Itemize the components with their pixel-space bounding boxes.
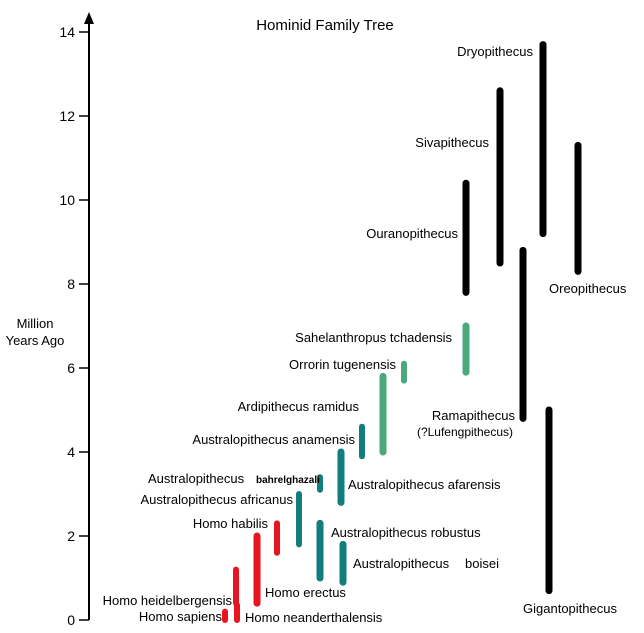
taxon-label-ouranopithecus: Ouranopithecus <box>366 226 458 241</box>
y-axis-arrow <box>84 12 94 24</box>
y-tick-label: 10 <box>59 192 75 208</box>
y-tick-label: 2 <box>67 528 75 544</box>
taxon-label-australopithecus-robustus: Australopithecus robustus <box>331 525 481 540</box>
taxon-bars <box>222 41 582 623</box>
y-tick-label: 8 <box>67 276 75 292</box>
taxon-label-part2-australopithecus-bahrelghazali: bahrelghazali <box>256 475 320 486</box>
y-tick-label: 4 <box>67 444 75 460</box>
taxon-label-ramapithecus: Ramapithecus <box>432 408 516 423</box>
y-tick-label: 12 <box>59 108 75 124</box>
taxon-labels: Homo sapiens Homo neanderthalensis Homo he… <box>103 44 627 625</box>
y-axis-label-line2: Years Ago <box>6 333 65 348</box>
y-tick-label: 6 <box>67 360 75 376</box>
taxon-label-homo-neanderthalensis: Homo neanderthalensis <box>245 610 383 625</box>
taxon-label-sivapithecus: Sivapithecus <box>415 135 489 150</box>
taxon-label-homo-erectus: Homo erectus <box>265 585 346 600</box>
taxon-label-homo-habilis: Homo habilis <box>193 516 269 531</box>
taxon-label-australopithecus-africanus: Australopithecus africanus <box>141 492 294 507</box>
taxon-label-australopithecus-anamensis: Australopithecus anamensis <box>192 432 355 447</box>
taxon-label-line2-ramapithecus: (?Lufengpithecus) <box>417 425 513 439</box>
taxon-label-dryopithecus: Dryopithecus <box>457 44 533 59</box>
y-axis: 0 2 4 6 8 10 12 14 <box>59 12 94 628</box>
taxon-label-gigantopithecus: Gigantopithecus <box>523 601 617 616</box>
y-tick-label: 14 <box>59 24 75 40</box>
taxon-label-sahelanthropus-tchadensis: Sahelanthropus tchadensis <box>295 330 452 345</box>
taxon-label-homo-sapiens: Homo sapiens <box>139 609 223 624</box>
taxon-label-australopithecus-boisei: Australopithecus <box>353 556 450 571</box>
taxon-label-australopithecus-bahrelghazali: Australopithecus <box>148 471 245 486</box>
taxon-label-part2-australopithecus-boisei: boisei <box>465 556 499 571</box>
taxon-label-australopithecus-afarensis: Australopithecus afarensis <box>348 477 501 492</box>
chart-title: Hominid Family Tree <box>256 17 394 34</box>
y-axis-label-line1: Million <box>17 316 54 331</box>
taxon-label-orrorin-tugenensis: Orrorin tugenensis <box>289 357 396 372</box>
taxon-label-oreopithecus: Oreopithecus <box>549 281 627 296</box>
taxon-label-ardipithecus-ramidus: Ardipithecus ramidus <box>238 399 360 414</box>
y-tick-label: 0 <box>67 612 75 628</box>
taxon-label-homo-heidelbergensis: Homo heidelbergensis <box>103 593 233 608</box>
